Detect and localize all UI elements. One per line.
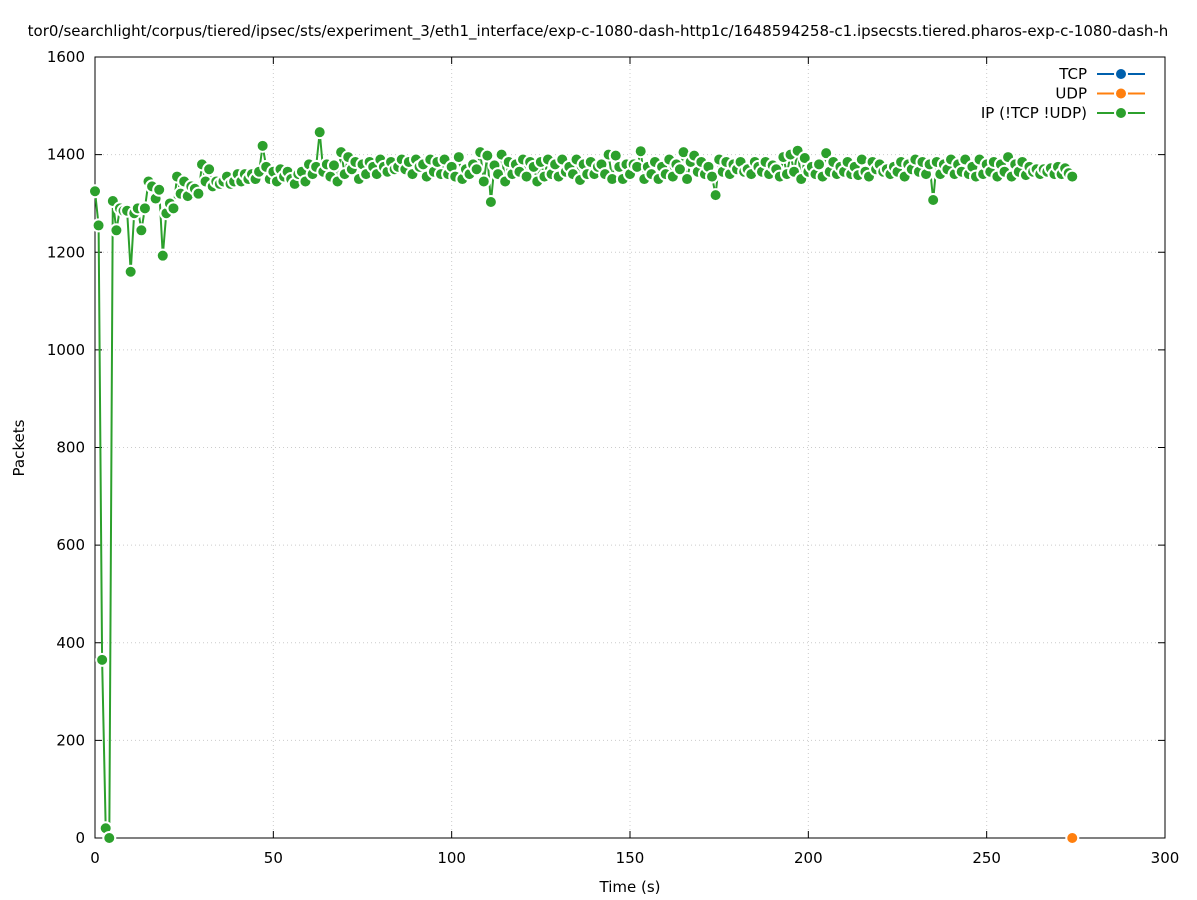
- legend-label: UDP: [1055, 85, 1087, 103]
- y-tick-label: 1400: [47, 146, 85, 164]
- data-point: [812, 157, 827, 172]
- x-axis-title: Time (s): [599, 878, 661, 896]
- x-tick-label: 100: [437, 849, 466, 867]
- data-point: [255, 138, 270, 153]
- data-point: [134, 223, 149, 238]
- axis-ticks: 0 50 100 150 200 250 300 0 200 400 600 800 1000 1200 1…: [47, 48, 1180, 867]
- data-point: [797, 151, 812, 166]
- data-point: [633, 144, 648, 159]
- y-axis-title: Packets: [10, 419, 28, 476]
- x-tick-label: 250: [972, 849, 1001, 867]
- x-tick-label: 150: [616, 849, 645, 867]
- data-point: [88, 184, 102, 199]
- x-tick-label: 300: [1151, 849, 1180, 867]
- legend-marker: [1114, 86, 1128, 101]
- legend-marker: [1114, 106, 1128, 120]
- data-point: [202, 162, 217, 177]
- data-point: [926, 193, 941, 208]
- x-tick-label: 0: [90, 849, 100, 867]
- y-tick-label: 1000: [47, 341, 85, 359]
- data-point: [109, 223, 124, 238]
- data-point: [469, 162, 484, 177]
- data-point: [680, 172, 695, 187]
- x-tick-label: 50: [264, 849, 283, 867]
- data-point: [1065, 169, 1080, 184]
- y-tick-label: 800: [56, 439, 85, 457]
- data-point: [483, 194, 498, 209]
- data-point: [312, 125, 327, 140]
- x-tick-label: 200: [794, 849, 823, 867]
- series-udp: [1065, 831, 1080, 845]
- data-point: [91, 218, 106, 233]
- data-point: [137, 201, 152, 216]
- y-tick-label: 1600: [47, 48, 85, 66]
- data-point: [123, 264, 138, 279]
- data-point: [155, 248, 170, 263]
- y-tick-label: 1200: [47, 243, 85, 261]
- y-tick-label: 600: [56, 536, 85, 554]
- data-point: [1065, 831, 1080, 845]
- data-point: [451, 150, 466, 165]
- data-point: [708, 188, 723, 203]
- legend-label: TCP: [1058, 65, 1087, 83]
- y-tick-label: 200: [56, 731, 85, 749]
- y-tick-label: 0: [75, 829, 85, 847]
- data-point: [819, 146, 834, 161]
- series-line: [94, 132, 1073, 839]
- data-point: [672, 162, 687, 177]
- data-point: [152, 182, 167, 197]
- data-point: [102, 831, 117, 845]
- legend-label: IP (!TCP !UDP): [981, 104, 1087, 122]
- series-ip-tcp-udp-: [88, 125, 1080, 845]
- legend-marker: [1114, 67, 1128, 81]
- series-layer: [88, 125, 1080, 845]
- data-point: [476, 174, 491, 189]
- chart-title: tor0/searchlight/corpus/tiered/ipsec/sts…: [28, 22, 1169, 41]
- data-point: [191, 186, 206, 201]
- data-point: [95, 652, 110, 667]
- data-point: [480, 148, 495, 163]
- data-point: [326, 158, 341, 173]
- data-point: [166, 201, 181, 216]
- data-point: [608, 148, 623, 163]
- y-tick-label: 400: [56, 634, 85, 652]
